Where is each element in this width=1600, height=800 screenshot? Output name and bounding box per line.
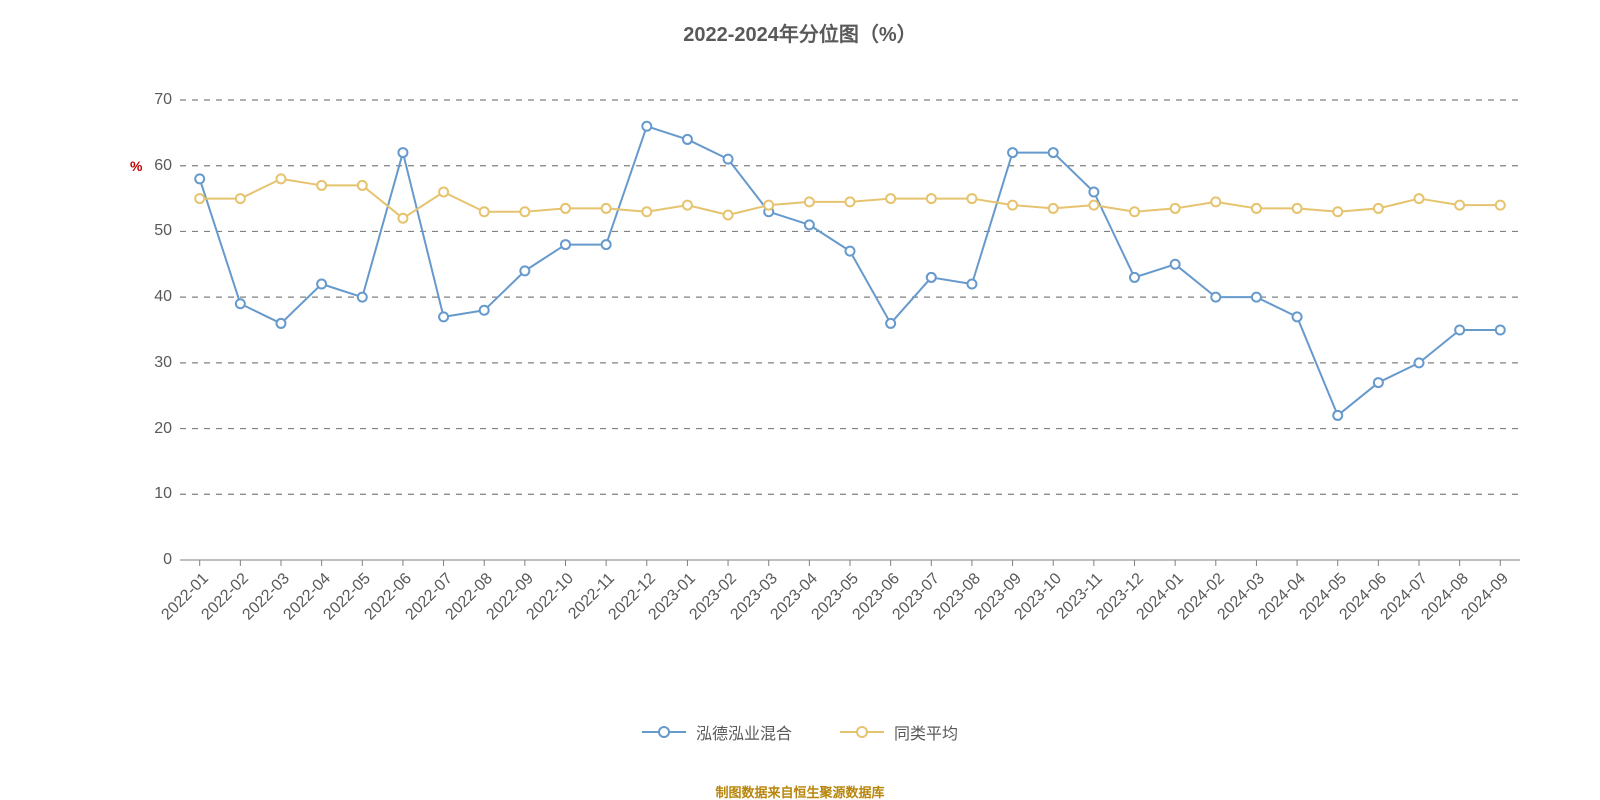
legend-label: 泓德泓业混合	[696, 720, 792, 744]
y-tick-label: 20	[154, 420, 172, 438]
series-marker-0	[1171, 260, 1180, 269]
series-marker-0	[1211, 293, 1220, 302]
y-tick-label: 50	[154, 222, 172, 240]
series-marker-1	[1211, 197, 1220, 206]
plot-area: 010203040506070 2022-012022-022022-03202…	[180, 100, 1520, 560]
series-marker-1	[1374, 204, 1383, 213]
series-marker-0	[886, 319, 895, 328]
series-marker-1	[1333, 207, 1342, 216]
series-marker-0	[967, 280, 976, 289]
y-tick-label: 10	[154, 485, 172, 503]
series-marker-1	[195, 194, 204, 203]
series-marker-0	[1374, 378, 1383, 387]
series-marker-1	[439, 188, 448, 197]
series-marker-0	[724, 155, 733, 164]
series-marker-1	[805, 197, 814, 206]
series-marker-0	[1049, 148, 1058, 157]
series-marker-0	[1252, 293, 1261, 302]
series-marker-1	[236, 194, 245, 203]
series-marker-0	[439, 312, 448, 321]
y-tick-label: 40	[154, 288, 172, 306]
series-marker-0	[927, 273, 936, 282]
series-marker-0	[1089, 188, 1098, 197]
legend-item-1: 同类平均	[840, 720, 958, 744]
series-marker-1	[1415, 194, 1424, 203]
series-marker-1	[764, 201, 773, 210]
series-marker-0	[317, 280, 326, 289]
series-marker-1	[846, 197, 855, 206]
series-marker-0	[276, 319, 285, 328]
series-marker-0	[805, 220, 814, 229]
y-axis-unit-label: %	[130, 158, 142, 174]
series-marker-1	[1130, 207, 1139, 216]
series-marker-0	[1455, 326, 1464, 335]
chart-container: 2022-2024年分位图（%） % 010203040506070 2022-…	[0, 0, 1600, 800]
series-marker-1	[317, 181, 326, 190]
series-marker-0	[561, 240, 570, 249]
series-marker-1	[886, 194, 895, 203]
series-marker-0	[1333, 411, 1342, 420]
legend-swatch	[642, 725, 686, 739]
series-marker-1	[358, 181, 367, 190]
series-marker-1	[1049, 204, 1058, 213]
series-marker-0	[195, 174, 204, 183]
series-marker-0	[1008, 148, 1017, 157]
series-marker-1	[927, 194, 936, 203]
series-marker-1	[520, 207, 529, 216]
chart-svg	[180, 100, 1520, 560]
series-marker-0	[1130, 273, 1139, 282]
y-tick-label: 60	[154, 157, 172, 175]
legend: 泓德泓业混合 同类平均	[0, 720, 1600, 744]
legend-item-0: 泓德泓业混合	[642, 720, 792, 744]
series-marker-1	[967, 194, 976, 203]
series-marker-0	[1415, 358, 1424, 367]
series-marker-0	[398, 148, 407, 157]
footer-note: 制图数据来自恒生聚源数据库	[0, 782, 1600, 800]
series-marker-1	[1293, 204, 1302, 213]
series-marker-1	[1089, 201, 1098, 210]
series-marker-1	[724, 211, 733, 220]
series-marker-0	[846, 247, 855, 256]
y-tick-label: 70	[154, 91, 172, 109]
series-marker-0	[480, 306, 489, 315]
series-marker-1	[1008, 201, 1017, 210]
series-marker-1	[1496, 201, 1505, 210]
series-marker-1	[1252, 204, 1261, 213]
series-marker-1	[1171, 204, 1180, 213]
legend-swatch	[840, 725, 884, 739]
series-marker-0	[358, 293, 367, 302]
series-marker-1	[276, 174, 285, 183]
series-marker-0	[1496, 326, 1505, 335]
series-marker-1	[561, 204, 570, 213]
series-marker-0	[602, 240, 611, 249]
series-marker-1	[480, 207, 489, 216]
series-marker-1	[398, 214, 407, 223]
chart-title: 2022-2024年分位图（%）	[0, 18, 1600, 47]
y-tick-label: 30	[154, 354, 172, 372]
series-line-0	[200, 126, 1501, 415]
series-marker-0	[642, 122, 651, 131]
series-marker-1	[602, 204, 611, 213]
series-marker-1	[1455, 201, 1464, 210]
series-marker-0	[520, 266, 529, 275]
series-marker-0	[1293, 312, 1302, 321]
legend-label: 同类平均	[894, 720, 958, 744]
series-marker-1	[683, 201, 692, 210]
series-marker-1	[642, 207, 651, 216]
y-tick-label: 0	[163, 551, 172, 569]
series-marker-0	[683, 135, 692, 144]
series-marker-0	[236, 299, 245, 308]
